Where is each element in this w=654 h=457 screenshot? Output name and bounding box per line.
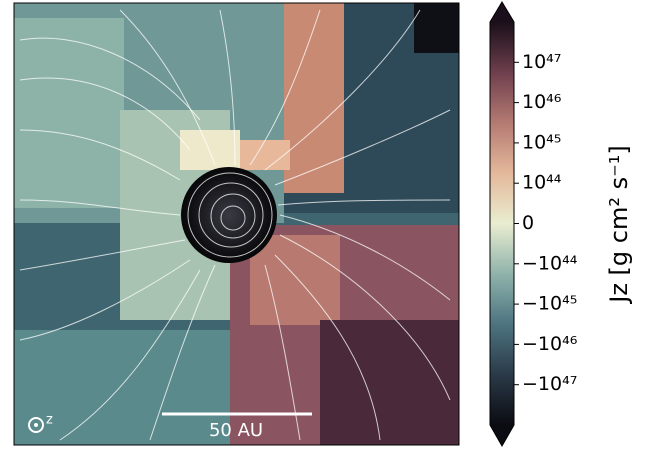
- colorbar-tick-label: 10⁴⁵: [522, 131, 561, 153]
- colorbar-tick-label: −10⁴⁷: [522, 373, 577, 395]
- colorbar-body: [490, 22, 514, 425]
- colorbar-tick-label: 0: [522, 212, 534, 234]
- axis-symbol-dot: [34, 423, 38, 427]
- colorbar-extend-bottom: [490, 425, 514, 446]
- colorbar-tick-label: 10⁴⁷: [522, 51, 561, 73]
- colorbar-label: Jz [g cm² s⁻¹]: [605, 145, 633, 305]
- image-frame: [13, 2, 460, 446]
- colorbar-tick-label: 10⁴⁴: [522, 172, 562, 194]
- colorbar-extend-top: [490, 2, 514, 22]
- colorbar-tick-label: −10⁴⁶: [522, 333, 577, 355]
- colorbar-tick-label: −10⁴⁵: [522, 293, 577, 315]
- axis-symbol-label: z: [46, 413, 53, 428]
- colorbar-tick-label: −10⁴⁴: [522, 252, 578, 274]
- colorbar-outline: [489, 1, 515, 448]
- streamlines: [19, 9, 451, 441]
- colorbar-tick-label: 10⁴⁶: [522, 91, 561, 113]
- image-field: [14, 3, 459, 445]
- colorbar: 10⁴⁷ 10⁴⁶ 10⁴⁵ 10⁴⁴ 0 −10⁴⁴ −10⁴⁵ −10⁴⁶ −10⁴⁷: [489, 1, 578, 448]
- scale-bar-label: 50 AU: [209, 420, 263, 441]
- axis-symbol-icon: [28, 417, 44, 433]
